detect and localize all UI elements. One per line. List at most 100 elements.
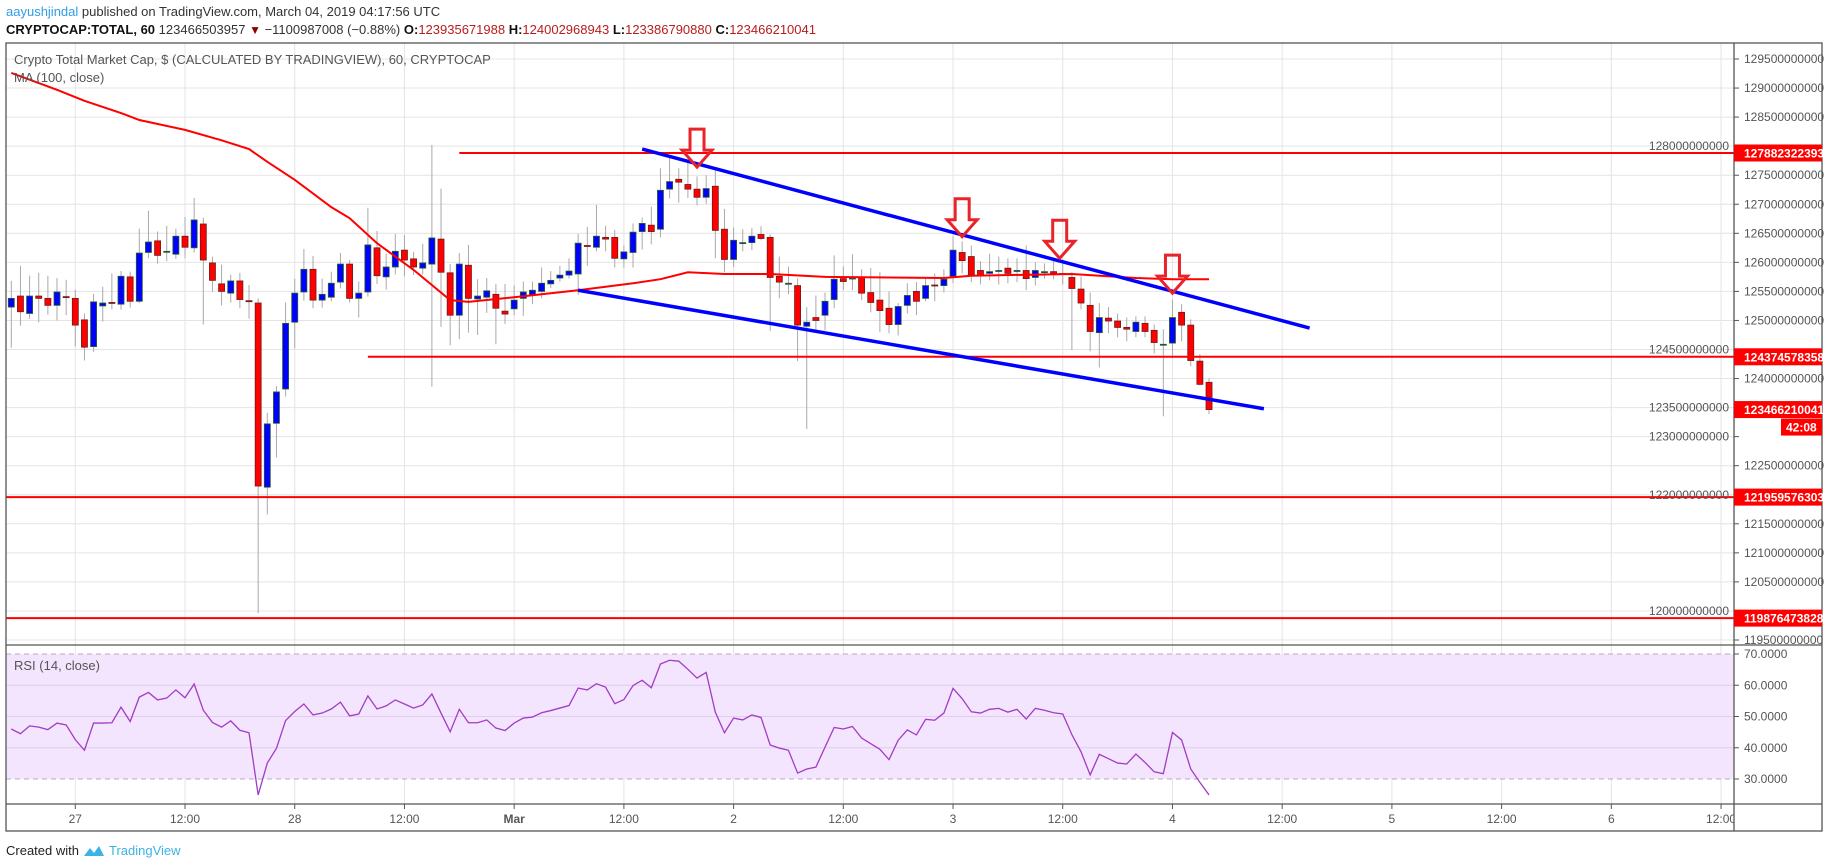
candle-up [1041, 271, 1048, 274]
publish-info: aayushjindal published on TradingView.co… [6, 4, 440, 19]
countdown-label: 42:08 [1786, 421, 1817, 435]
candle-up [556, 274, 564, 279]
price-tick-label: 128500000000 [1744, 110, 1824, 124]
candle-up [474, 295, 481, 300]
candle-up [145, 241, 152, 253]
price-tags: 127882322393 124374578358 121959576303 1198… [1734, 144, 1824, 627]
candle-down [71, 297, 79, 326]
candle-up [620, 251, 628, 260]
candle-down [181, 235, 189, 248]
candle-up [364, 244, 372, 293]
countdown-tag [1781, 418, 1822, 436]
rsi-line-group [11, 659, 1210, 796]
candle-up [282, 322, 289, 390]
rsi-tick-label: 60.0000 [1744, 678, 1788, 692]
open-value: 123935671988 [418, 22, 506, 37]
candle-down [1068, 277, 1076, 289]
time-tick-label: 4 [1169, 812, 1176, 826]
candle-down [492, 293, 500, 309]
last-value: 123466503957 [158, 22, 246, 37]
candle-down [913, 290, 920, 302]
rsi-band [6, 653, 1734, 780]
candle-up [53, 291, 61, 306]
author-link[interactable]: aayushjindal [6, 4, 79, 19]
candle-up [163, 250, 171, 253]
time-axis[interactable]: 27 12:00 28 12:00 Mar 12:00 2 12:00 3 12:00 4 12:00… [69, 804, 1737, 826]
candle-down [1150, 329, 1158, 343]
open-label: O: [403, 22, 419, 37]
candle-down [711, 185, 719, 231]
candle-down [675, 178, 683, 183]
candle-up [894, 306, 902, 325]
candle-up [702, 188, 710, 198]
change-value: −1100987008 (−0.88%) [264, 22, 401, 37]
ma-legend[interactable]: MA (100, close) [14, 70, 105, 85]
candle-up [803, 321, 811, 327]
time-tick-label: 12:00 [1487, 812, 1517, 826]
candle-down [62, 296, 70, 299]
candle-up [318, 293, 326, 301]
candle-down [1205, 381, 1213, 410]
candle-up [428, 237, 436, 265]
candle-up [190, 219, 198, 249]
candle-up [986, 271, 994, 274]
candle-down [309, 268, 317, 301]
arrow-down-icon [943, 197, 981, 240]
candle-up [419, 262, 427, 269]
footer: Created with TradingView [6, 843, 181, 858]
rsi-tick-label: 30.0000 [1744, 772, 1788, 786]
candle-up [830, 278, 838, 300]
candle-up [26, 295, 33, 314]
price-tick-label: 125500000000 [1744, 284, 1824, 298]
price-tick-label: 124000000000 [1744, 372, 1824, 386]
candle-up [995, 270, 1003, 272]
time-tick-label: Mar [503, 812, 525, 826]
candle-up [227, 280, 235, 294]
candle-up [172, 235, 180, 255]
rsi-legend[interactable]: RSI (14, close) [14, 658, 100, 673]
chart-frame [5, 42, 1823, 832]
candle-down [1004, 267, 1012, 274]
candle-up [730, 239, 737, 260]
price-tag-label: 121959576303 [1744, 491, 1824, 505]
candle-up [849, 277, 856, 280]
candle-up [1013, 270, 1021, 272]
candle-down [236, 280, 244, 300]
candle-up [455, 263, 463, 316]
ma-100-line [10, 72, 1210, 303]
candle-up [940, 278, 948, 286]
time-tick-label: 12:00 [828, 812, 858, 826]
candle-down [154, 240, 161, 256]
time-tick-label: 12:00 [170, 812, 200, 826]
triangle-down-icon: ▼ [249, 23, 261, 37]
candle-down [647, 224, 655, 232]
candle-down [410, 258, 417, 268]
time-tick-label: 12:00 [1267, 812, 1297, 826]
price-tick-label: 124500000000 [1649, 343, 1729, 357]
candle-up [99, 302, 107, 307]
candle-up [666, 181, 673, 190]
candle-down [693, 188, 701, 198]
candle-down [812, 317, 820, 321]
candle-up [629, 231, 637, 253]
price-axis[interactable]: 119500000000 120000000000 120500000000 1210… [1649, 52, 1825, 786]
symbol-info-bar: CRYPTOCAP:TOTAL, 60 123466503957 ▼ −1100… [6, 22, 816, 37]
candle-up [538, 282, 545, 292]
candle-down [958, 252, 966, 262]
rsi-tick-label: 70.0000 [1744, 647, 1788, 661]
candle-down [757, 234, 765, 239]
price-tick-label: 122000000000 [1649, 488, 1729, 502]
arrow-down-icon [1154, 253, 1191, 296]
tradingview-brand-link[interactable]: TradingView [108, 843, 181, 858]
price-tick-label: 123000000000 [1649, 430, 1729, 444]
candle-down [967, 256, 975, 275]
candle-up [593, 235, 600, 248]
trend-lines [577, 147, 1311, 411]
high-value: 124002968943 [522, 22, 610, 37]
price-tick-label: 120500000000 [1744, 575, 1824, 589]
time-tick-label: 28 [288, 812, 302, 826]
candle-down [401, 249, 408, 261]
candle-up [1159, 343, 1167, 346]
candle-down [1105, 317, 1112, 322]
